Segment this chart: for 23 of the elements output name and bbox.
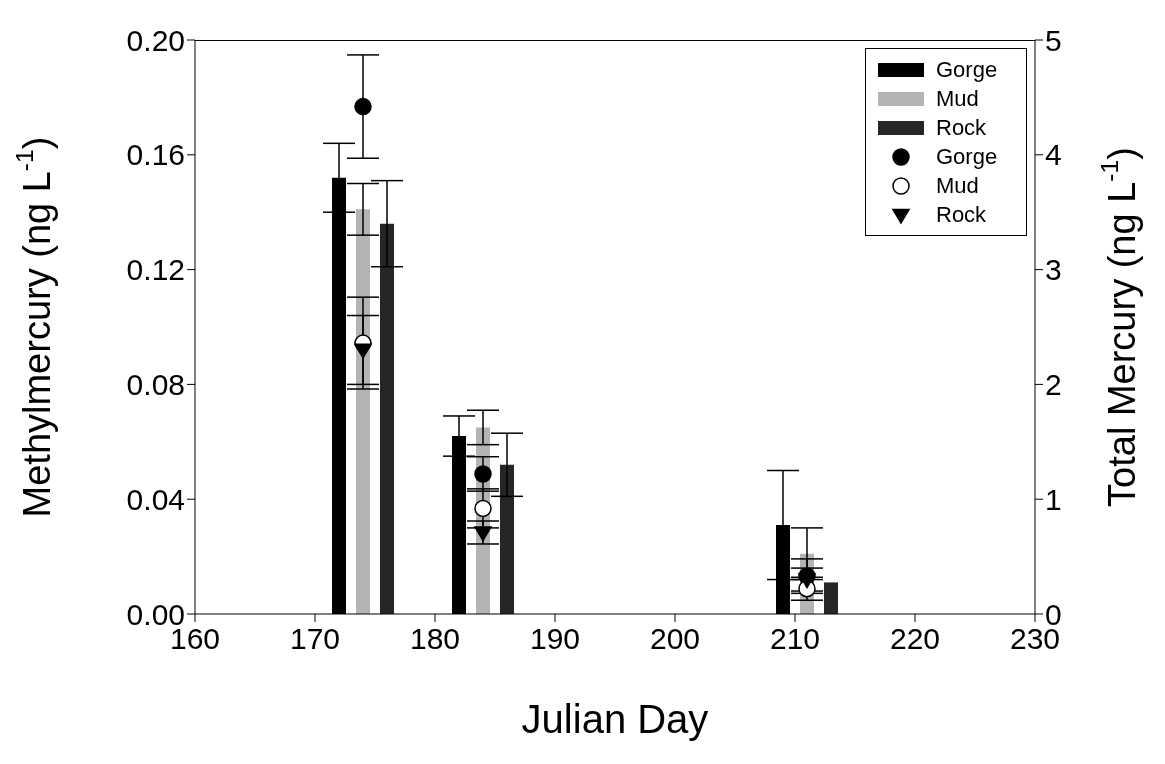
y2-tick-label: 5 <box>1045 23 1062 57</box>
y-tick-label: 0.12 <box>126 253 185 287</box>
legend-label: Mud <box>936 172 979 199</box>
y2-tick-label: 1 <box>1045 482 1062 516</box>
x-tick-label: 180 <box>409 622 461 656</box>
x-tick-label: 220 <box>889 622 941 656</box>
y2-tick-label: 3 <box>1045 253 1062 287</box>
x-tick-label: 170 <box>289 622 341 656</box>
y2-tick-label: 2 <box>1045 368 1062 402</box>
y-tick-label: 0.08 <box>126 368 185 402</box>
y2-tick-label: 4 <box>1045 138 1062 172</box>
y-tick-label: 0.16 <box>126 138 185 172</box>
legend-label: Mud <box>936 85 979 112</box>
x-tick-label: 200 <box>649 622 701 656</box>
legend-label: Rock <box>936 201 987 228</box>
x-axis-title: Julian Day <box>521 696 709 741</box>
y-tick-label: 0.04 <box>126 482 185 516</box>
y-tick-label: 0.20 <box>126 23 185 57</box>
legend-label: Rock <box>936 114 987 141</box>
x-tick-label: 210 <box>769 622 821 656</box>
legend-label: Gorge <box>936 143 998 170</box>
x-tick-label: 190 <box>529 622 581 656</box>
legend-label: Gorge <box>936 56 998 83</box>
